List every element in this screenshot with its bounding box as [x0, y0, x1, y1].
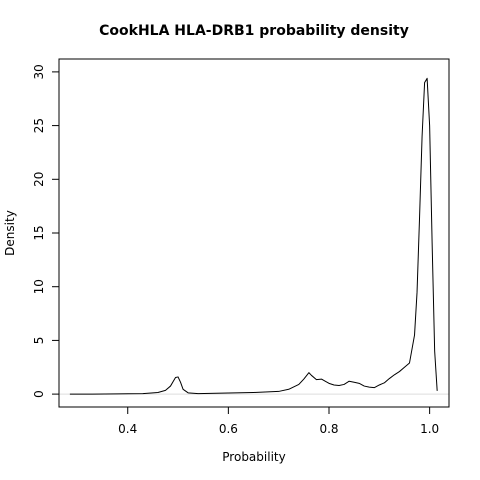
y-tick-label: 25 — [32, 118, 46, 133]
x-tick-label: 1.0 — [420, 422, 439, 436]
plot-frame — [58, 58, 450, 408]
x-tick-label: 0.6 — [219, 422, 238, 436]
y-axis-ticks: 0 5 10 15 20 25 30 — [32, 64, 59, 398]
x-axis-label: Probability — [222, 450, 285, 464]
x-axis-ticks: 0.4 0.6 0.8 1.0 — [118, 407, 439, 436]
y-axis-label: Density — [3, 210, 17, 256]
y-tick-label: 10 — [32, 279, 46, 294]
y-tick-label: 20 — [32, 172, 46, 187]
y-tick-label: 0 — [32, 390, 46, 398]
x-tick-label: 0.4 — [118, 422, 137, 436]
y-tick-label: 15 — [32, 225, 46, 240]
density-curve — [69, 77, 438, 395]
chart-title: CookHLA HLA-DRB1 probability density — [99, 23, 409, 39]
y-tick-label: 5 — [32, 337, 46, 345]
x-tick-label: 0.8 — [319, 422, 338, 436]
y-tick-label: 30 — [32, 64, 46, 79]
